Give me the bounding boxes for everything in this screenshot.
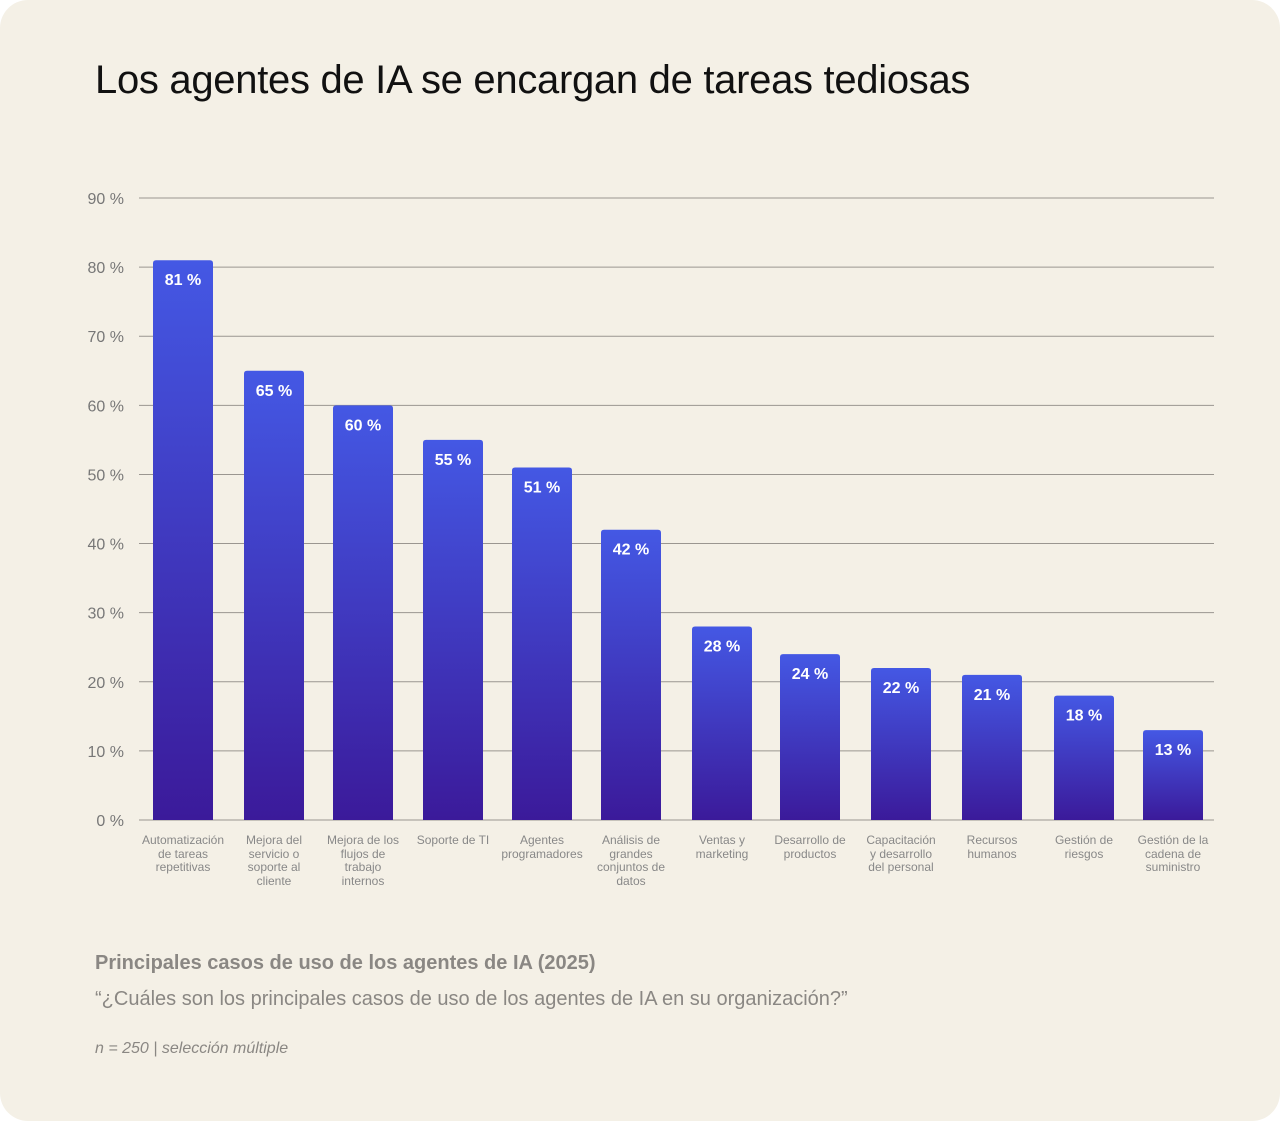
y-tick-label: 60 % (88, 398, 124, 415)
x-tick-label: Soporte de TI (416, 833, 490, 847)
bar-value-label: 13 % (1155, 742, 1191, 759)
y-tick-label: 90 % (88, 191, 124, 208)
bar (244, 370, 304, 820)
sample-note: n = 250 | selección múltiple (95, 1040, 289, 1057)
bar-value-label: 21 % (974, 687, 1010, 704)
x-tick-label: Gestión de riesgos (1054, 833, 1114, 861)
bar-value-label: 18 % (1066, 708, 1102, 725)
bar (1054, 695, 1114, 820)
x-tick-label: Agentes programadores (501, 833, 583, 861)
bar-value-label: 60 % (345, 417, 381, 434)
x-tick-label: Mejora del servicio o soporte al cliente (245, 833, 303, 888)
x-tick-label: Automatización de tareas repetitivas (141, 833, 225, 874)
bar (692, 626, 752, 820)
bar (153, 260, 213, 820)
y-tick-label: 20 % (88, 675, 124, 692)
survey-question: “¿Cuáles son los principales casos de us… (95, 988, 848, 1010)
y-tick-label: 0 % (96, 813, 124, 830)
chart-subtitle: Principales casos de uso de los agentes … (95, 952, 596, 974)
y-tick-label: 40 % (88, 537, 124, 554)
bar-value-label: 22 % (883, 680, 919, 697)
y-tick-label: 50 % (88, 467, 124, 484)
bar (1143, 730, 1203, 820)
bar-value-label: 51 % (524, 480, 560, 497)
y-tick-label: 80 % (88, 260, 124, 277)
x-tick-label: Análisis de grandes conjuntos de datos (596, 833, 666, 888)
bar-value-label: 24 % (792, 666, 828, 683)
bar (601, 529, 661, 820)
bar-value-label: 65 % (256, 383, 292, 400)
bar-value-label: 42 % (613, 542, 649, 559)
bar-value-label: 55 % (435, 452, 471, 469)
x-tick-label: Capacitación y desarrollo del personal (866, 833, 936, 874)
bar (423, 439, 483, 820)
bar-value-label: 81 % (165, 272, 201, 289)
x-tick-label: Mejora de los flujos de trabajo internos (326, 833, 400, 888)
chart-title: Los agentes de IA se encargan de tareas … (95, 58, 971, 102)
x-tick-label: Desarrollo de productos (774, 833, 846, 861)
y-tick-label: 70 % (88, 329, 124, 346)
x-tick-label: Recursos humanos (966, 833, 1018, 861)
x-tick-label: Gestión de la cadena de suministro (1137, 833, 1209, 874)
bar (962, 674, 1022, 820)
bar (871, 667, 931, 820)
y-tick-label: 10 % (88, 744, 124, 761)
bar (512, 467, 572, 820)
bar (333, 405, 393, 820)
x-tick-label: Ventas y marketing (695, 833, 749, 861)
bar (780, 654, 840, 820)
bar-value-label: 28 % (704, 638, 740, 655)
y-tick-label: 30 % (88, 606, 124, 623)
